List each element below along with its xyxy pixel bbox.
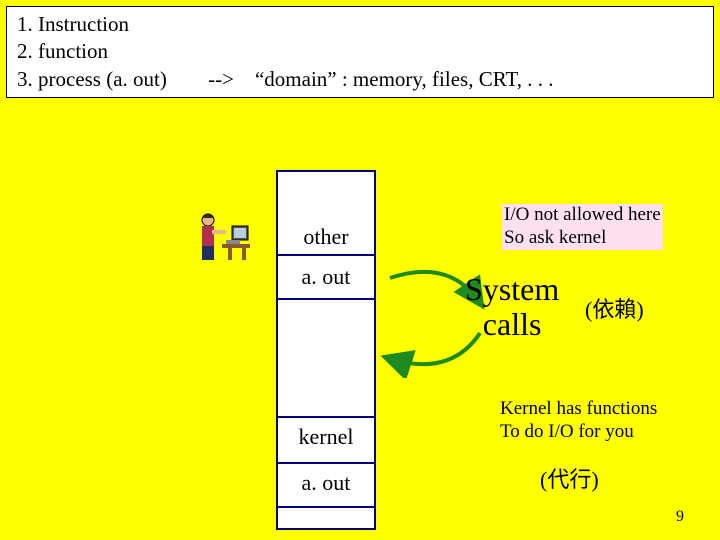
col-divider [278, 254, 374, 256]
col-label-aout-1: a. out [278, 264, 374, 290]
col-label-aout-2: a. out [278, 470, 374, 496]
col-label-kernel: kernel [278, 424, 374, 450]
memory-column: other a. out kernel a. out [276, 170, 376, 530]
system-calls-sub: (依賴) [585, 292, 644, 324]
io-not-allowed-note: I/O not allowed here So ask kernel [502, 204, 663, 250]
kernel-functions-note: Kernel has functions To do I/O for you [500, 398, 657, 444]
kernel-note-line-2: To do I/O for you [500, 421, 657, 444]
header-line-3: 3. process (a. out) --> “domain” : memor… [17, 66, 703, 93]
kernel-note-line-1: Kernel has functions [500, 398, 657, 421]
col-label-other: other [278, 224, 374, 250]
header-domain: “domain” : memory, files, CRT, . . . [255, 67, 554, 91]
io-note-line-2: So ask kernel [504, 227, 661, 250]
header-box: 1. Instruction 2. function 3. process (a… [6, 6, 714, 98]
person-at-computer-icon [192, 208, 252, 262]
header-line-3-left: 3. process (a. out) [17, 67, 167, 91]
system-calls-line-1: System [465, 271, 559, 307]
system-calls-line-2: calls [483, 306, 542, 342]
col-divider [278, 416, 374, 418]
system-calls-label: System calls (依賴) [465, 272, 705, 352]
header-arrow: --> [208, 67, 234, 91]
col-divider [278, 298, 374, 300]
col-divider [278, 462, 374, 464]
io-note-line-1: I/O not allowed here [504, 204, 661, 227]
header-line-1: 1. Instruction [17, 11, 703, 38]
proxy-label: (代行) [540, 462, 599, 494]
page-number: 9 [676, 508, 684, 526]
col-divider [278, 506, 374, 508]
header-line-2: 2. function [17, 38, 703, 65]
